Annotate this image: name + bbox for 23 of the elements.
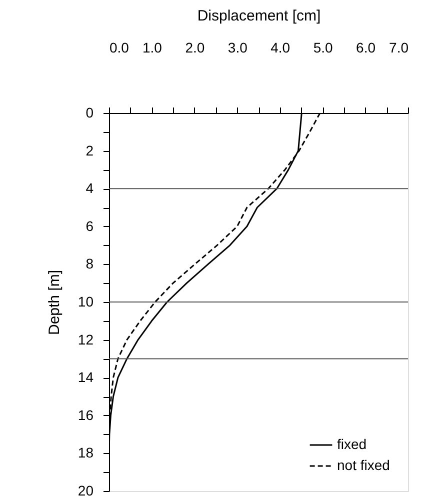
y-tick-label: 6	[86, 218, 94, 234]
y-tick-label: 4	[86, 180, 94, 196]
y-tick-label: 14	[78, 369, 94, 386]
y-tick-label: 0	[86, 104, 94, 120]
y-tick-label: 2	[86, 142, 94, 158]
y-tick-label: 12	[78, 331, 94, 348]
y-tick-label: 18	[78, 444, 94, 461]
y-tick-label: 20	[78, 482, 94, 498]
x-axis-title: Displacement [cm]	[197, 8, 321, 24]
y-tick-label: 16	[78, 406, 94, 423]
x-tick-label: 2.0	[185, 40, 205, 56]
x-tick-label: 3.0	[228, 40, 248, 56]
legend-label: not fixed	[337, 457, 390, 473]
x-tick-label: 7.0	[389, 40, 409, 56]
x-tick-label: 4.0	[270, 40, 290, 56]
y-tick-label: 10	[78, 294, 94, 310]
y-axis-title: Depth [m]	[46, 270, 63, 336]
x-tick-label: 0.0	[110, 40, 130, 56]
x-tick-label: 6.0	[356, 40, 376, 56]
x-tick-label: 5.0	[313, 40, 334, 56]
x-tick-label: 1.0	[142, 40, 162, 56]
legend-label: fixed	[337, 436, 367, 452]
y-tick-label: 8	[86, 256, 94, 272]
